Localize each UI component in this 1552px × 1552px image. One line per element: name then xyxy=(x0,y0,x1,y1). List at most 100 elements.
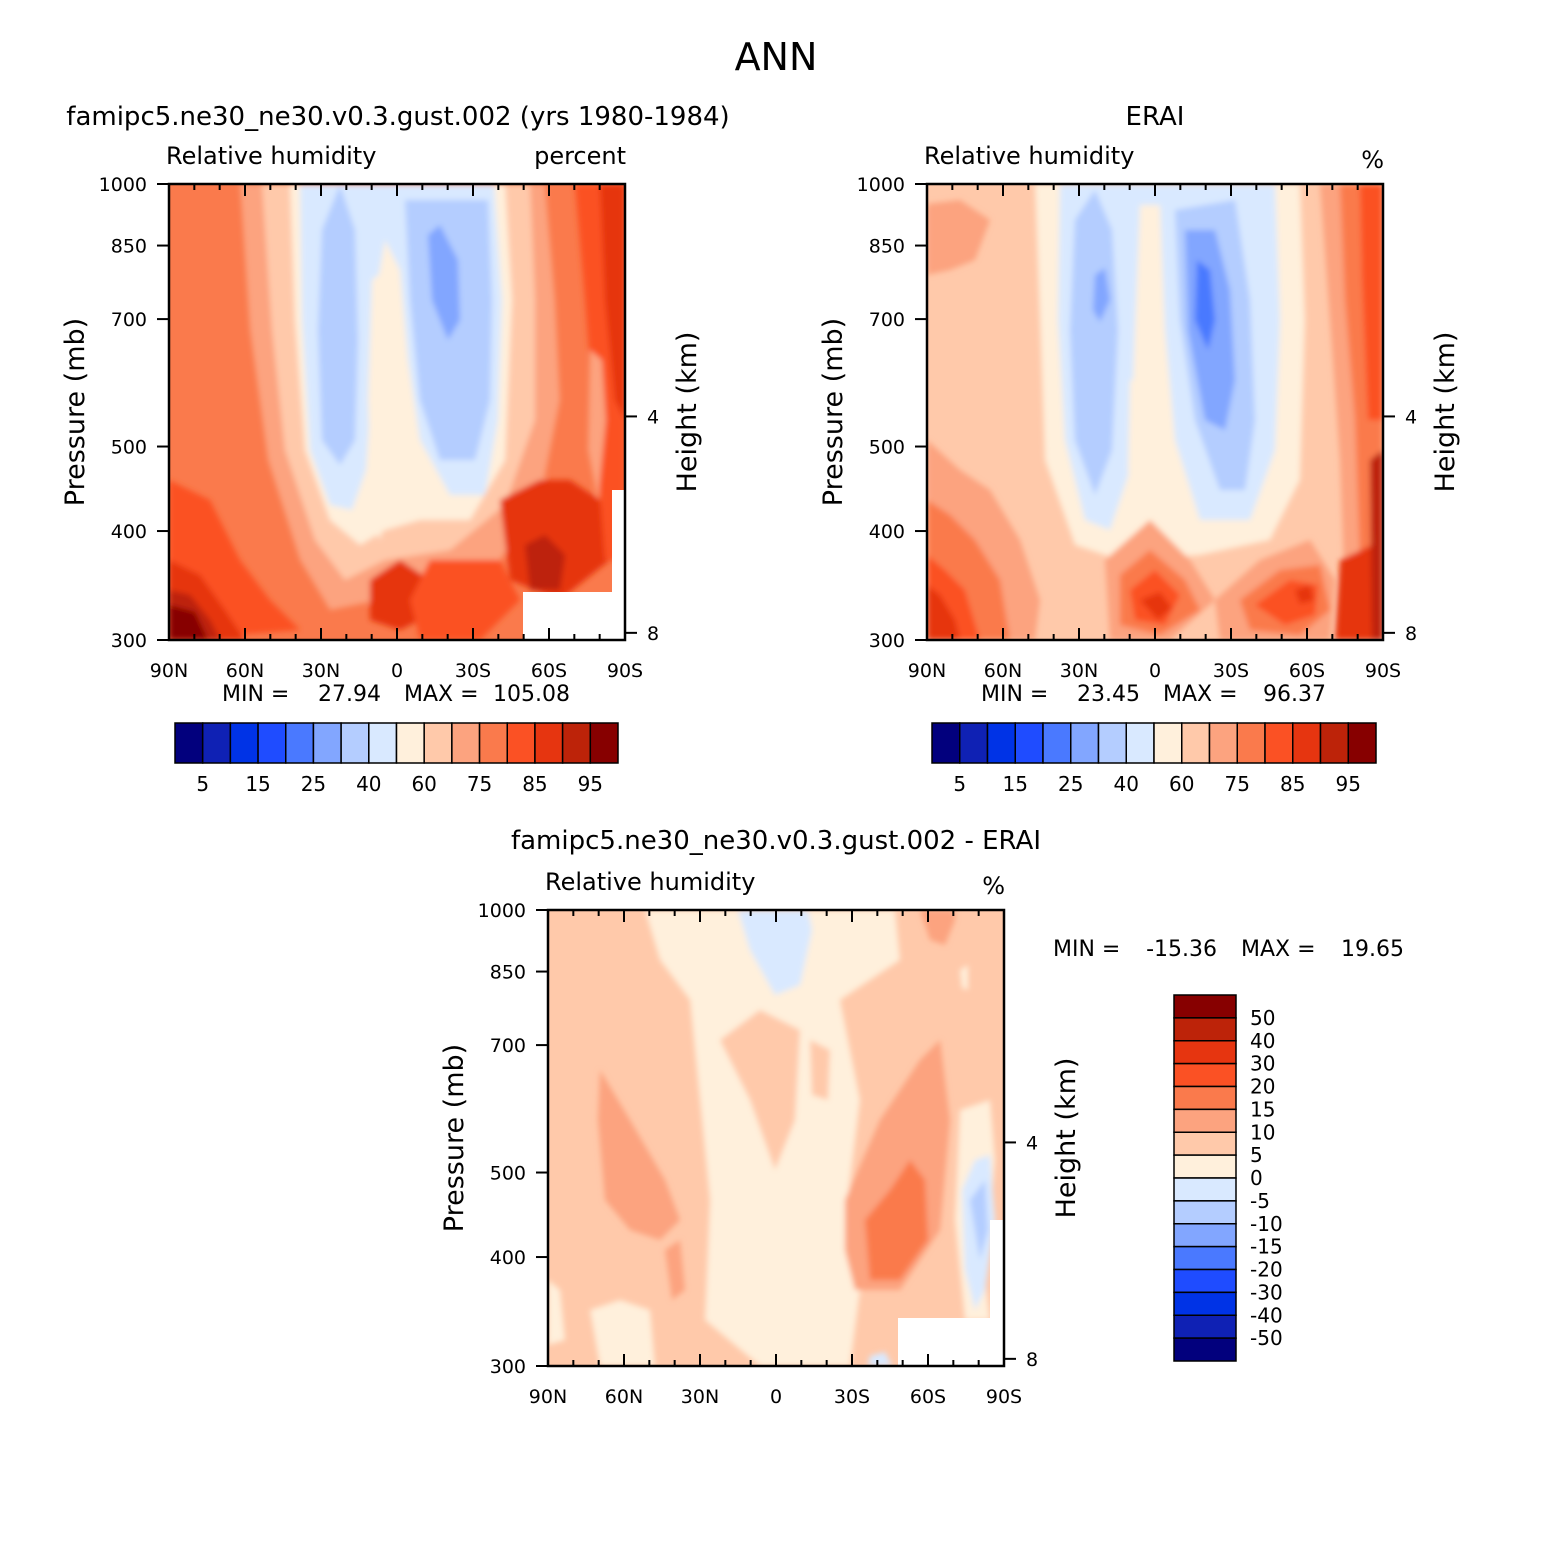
colorbar-model-label: 75 xyxy=(467,772,492,796)
colorbar-difference-label: 40 xyxy=(1250,1029,1275,1053)
colorbar-model-swatch xyxy=(451,722,481,764)
colorbar-difference-swatch xyxy=(1173,1108,1237,1133)
panel-difference-xtick-label: 30S xyxy=(834,1386,870,1408)
colorbar-difference-label: 20 xyxy=(1250,1075,1275,1099)
colorbar-obs-swatch xyxy=(1014,722,1044,764)
panel-difference-min-value: -15.36 xyxy=(1146,937,1217,962)
colorbar-difference-swatch xyxy=(1173,994,1237,1019)
colorbar-obs-swatch xyxy=(1097,722,1127,764)
panel-obs: ERAI Relative humidity % xyxy=(818,102,1461,707)
colorbar-model-swatch xyxy=(423,722,453,764)
colorbar-model-label: 95 xyxy=(578,772,603,796)
colorbar-difference-label: 10 xyxy=(1250,1120,1275,1144)
colorbar-model-swatch xyxy=(561,722,592,764)
colorbar-model-swatch xyxy=(478,722,508,764)
panel-difference-xtick-label: 60S xyxy=(910,1386,946,1408)
colorbar-obs-swatch xyxy=(1347,722,1377,764)
panel-difference-ytick-label: 500 xyxy=(490,1163,526,1185)
panel-difference-max-label: MAX = xyxy=(1241,937,1316,962)
colorbar-model-swatch xyxy=(589,722,619,764)
colorbar-difference-swatch xyxy=(1173,1154,1237,1179)
colorbar-difference-swatch xyxy=(1173,1177,1237,1202)
colorbar-difference-label: -5 xyxy=(1250,1189,1270,1213)
panel-model-xtick-label: 30N xyxy=(302,660,340,682)
panel-obs-ytick-right-label: 4 xyxy=(1405,406,1417,428)
panel-difference-xtick-label: 30N xyxy=(681,1386,719,1408)
colorbar-difference-swatch xyxy=(1173,1245,1237,1271)
panel-model: famipc5.ne30_ne30.v0.3.gust.002 (yrs 198… xyxy=(60,102,730,707)
colorbar-model-label: 60 xyxy=(411,772,436,796)
panel-model-xtick-label: 90S xyxy=(607,660,643,682)
panel-model-xtick-label: 60N xyxy=(226,660,264,682)
colorbar-model-swatch xyxy=(174,722,204,764)
figure-title: ANN xyxy=(735,35,818,79)
panel-difference-ylabel-right: Height (km) xyxy=(1051,1058,1082,1219)
panel-model-ytick-label: 500 xyxy=(111,437,147,459)
colorbar-obs-swatch xyxy=(1070,722,1100,764)
colorbar-difference-swatch xyxy=(1173,1291,1237,1316)
panel-model-ytick-label: 1000 xyxy=(99,174,147,196)
panel-obs-xtick-label: 90N xyxy=(908,660,946,682)
panel-model-xtick-label: 30S xyxy=(455,660,491,682)
colorbar-difference-label: 50 xyxy=(1250,1006,1275,1030)
colorbar-difference-swatch xyxy=(1173,1223,1237,1248)
colorbar-difference-swatch xyxy=(1173,1017,1237,1042)
panel-difference-ylabel: Pressure (mb) xyxy=(439,1044,470,1232)
colorbar-obs-swatch xyxy=(1264,722,1294,764)
panel-obs-ytick-label: 300 xyxy=(869,630,905,652)
panel-difference-xtick-label: 90N xyxy=(529,1386,567,1408)
panel-obs-min-value: 23.45 xyxy=(1077,682,1140,707)
colorbar-difference-swatch xyxy=(1173,1337,1237,1362)
panel-difference-variable: Relative humidity xyxy=(545,868,755,896)
panel-difference-contour-field xyxy=(548,910,1004,1366)
colorbar-model-swatch xyxy=(368,722,398,764)
panel-model-title: famipc5.ne30_ne30.v0.3.gust.002 (yrs 198… xyxy=(66,102,729,132)
colorbar-obs-swatch xyxy=(1319,722,1349,764)
colorbar-model-label: 40 xyxy=(356,772,381,796)
colorbar-obs-label: 75 xyxy=(1225,772,1250,796)
panel-difference-ytick-label: 1000 xyxy=(478,900,526,922)
panel-obs-ytick-label: 400 xyxy=(869,521,905,543)
panel-difference-xtick-label: 0 xyxy=(770,1386,782,1408)
panel-difference-max-value: 19.65 xyxy=(1341,937,1404,962)
colorbar-obs-label: 95 xyxy=(1336,772,1361,796)
panel-model-ytick-label: 300 xyxy=(111,630,147,652)
panel-obs-max-label: MAX = xyxy=(1163,682,1238,707)
panel-model-ytick-label: 700 xyxy=(111,309,147,331)
panel-difference-ticks xyxy=(536,909,1016,1367)
panel-model-xtick-label: 60S xyxy=(531,660,567,682)
colorbar-difference-label: -10 xyxy=(1250,1212,1283,1236)
panel-obs-ytick-label: 700 xyxy=(869,309,905,331)
colorbar-difference-label: -20 xyxy=(1250,1258,1283,1282)
colorbar-difference-swatch xyxy=(1173,1131,1237,1156)
colorbar-model-swatch xyxy=(340,722,370,764)
colorbar-obs-swatch xyxy=(1181,722,1211,764)
panel-model-ytick-right-label: 8 xyxy=(647,623,659,645)
colorbar-difference-swatch xyxy=(1173,1314,1237,1339)
colorbar-difference-swatch xyxy=(1173,1200,1237,1225)
panel-obs-units: % xyxy=(1361,146,1384,174)
panel-model-ylabel: Pressure (mb) xyxy=(60,318,91,506)
colorbars: 5 15 25 40 60 75 85 95 5 15 25 40 60 75 85 955040302015… xyxy=(174,722,1377,1362)
colorbar-model-swatch xyxy=(534,722,564,764)
colorbar-obs-swatch xyxy=(1042,722,1072,764)
panel-obs-ytick-label: 500 xyxy=(869,437,905,459)
panel-model-ylabel-right: Height (km) xyxy=(672,332,703,493)
panel-model-ytick-right-label: 4 xyxy=(647,406,659,428)
colorbar-difference-swatch xyxy=(1173,1085,1237,1111)
colorbar-model-swatch xyxy=(229,722,259,764)
panel-difference-ytick-label: 300 xyxy=(490,1356,526,1378)
panel-difference-ytick-right-label: 8 xyxy=(1026,1349,1038,1371)
colorbar-obs-swatch xyxy=(1292,722,1322,764)
panel-model-max-value: 105.08 xyxy=(493,682,570,707)
colorbar-obs-label: 25 xyxy=(1058,772,1083,796)
colorbar-obs-label: 15 xyxy=(1003,772,1028,796)
panel-obs-min-label: MIN = xyxy=(981,682,1048,707)
colorbar-model-label: 25 xyxy=(301,772,326,796)
panel-difference-ytick-label: 400 xyxy=(490,1247,526,1269)
colorbar-difference-label: -30 xyxy=(1250,1280,1283,1304)
panel-model-ytick-label: 850 xyxy=(111,236,147,258)
colorbar-difference-label: -15 xyxy=(1250,1235,1283,1259)
panel-model-min-value: 27.94 xyxy=(318,682,381,707)
panel-obs-contour-field xyxy=(927,184,1383,640)
